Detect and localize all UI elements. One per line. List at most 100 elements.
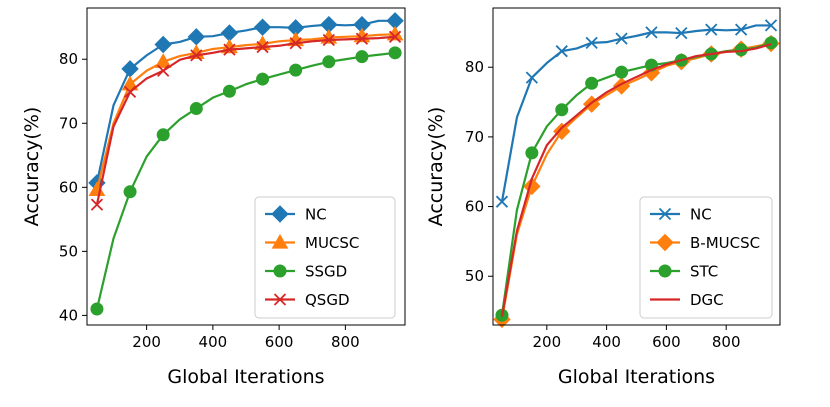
legend-marker	[273, 264, 287, 278]
y-axis-label: Accuracy(%)	[425, 107, 447, 227]
data-point-qsgd	[388, 30, 402, 43]
data-point-ssgd	[355, 50, 369, 64]
series-dgc	[500, 43, 772, 317]
x-axis-label: Global Iterations	[167, 366, 324, 388]
data-point-qsgd	[289, 37, 302, 50]
y-tick-label: 80	[59, 50, 78, 68]
data-point-nc	[187, 28, 206, 46]
x-tick-label: 800	[331, 333, 360, 351]
data-point-ssgd	[90, 302, 104, 316]
legend-label: MUCSC	[305, 234, 359, 252]
data-point-nc	[615, 32, 628, 45]
x-tick-label: 400	[199, 333, 228, 351]
legend-entry: QSGD	[265, 291, 350, 309]
data-point-qsgd	[190, 49, 203, 62]
x-axis-label: Global Iterations	[558, 366, 715, 388]
series-ssgd	[90, 46, 402, 316]
data-point-nc	[645, 26, 658, 39]
legend: NC B-MUCSC STC DGC	[639, 196, 773, 319]
legend-label: QSGD	[305, 291, 350, 309]
legend-marker	[273, 293, 287, 306]
data-point-ssgd	[289, 63, 303, 77]
data-point-qsgd	[157, 64, 170, 77]
y-tick-label: 50	[465, 267, 484, 285]
data-point-nc	[555, 45, 568, 58]
data-point-qsgd	[355, 32, 369, 45]
x-tick-label: 600	[652, 333, 681, 351]
legend-entry: STC	[650, 263, 718, 281]
legend-box	[254, 196, 396, 319]
x-tick-label: 600	[265, 333, 294, 351]
data-point-ssgd	[156, 128, 170, 142]
data-point-nc	[525, 71, 539, 84]
data-point-mucsc	[154, 53, 172, 68]
y-tick-label: 70	[59, 114, 78, 132]
legend-label: B-MUCSC	[690, 234, 760, 252]
series-qsgd	[90, 30, 402, 211]
series-line-mucsc	[95, 33, 396, 191]
legend-marker	[656, 233, 674, 252]
legend-entry: SSGD	[265, 263, 347, 281]
legend-entry: B-MUCSC	[650, 233, 760, 252]
x-tick-label: 200	[532, 333, 561, 351]
data-point-nc	[253, 18, 272, 36]
data-point-ssgd	[388, 46, 402, 60]
data-point-nc	[585, 36, 598, 49]
data-point-ssgd	[256, 72, 270, 86]
data-point-nc	[675, 26, 688, 40]
series-mucsc	[88, 25, 404, 196]
legend-label: SSGD	[305, 263, 347, 281]
data-point-ssgd	[189, 102, 203, 116]
y-tick-label: 70	[465, 128, 484, 146]
data-point-nc	[764, 19, 778, 32]
y-tick-label: 60	[465, 198, 484, 216]
series-nc	[495, 19, 778, 208]
y-tick-label: 60	[59, 178, 78, 196]
data-point-stc	[764, 36, 778, 50]
legend-marker	[271, 205, 289, 223]
legend-marker	[271, 233, 289, 249]
series-line-ssgd	[95, 51, 396, 310]
legend-entry: DGC	[650, 291, 724, 309]
data-point-qsgd	[123, 85, 137, 99]
legend-box	[639, 196, 773, 319]
series-line-dgc	[500, 43, 772, 317]
legend-marker	[658, 264, 672, 278]
data-point-ssgd	[123, 185, 137, 199]
legend-entry: MUCSC	[265, 233, 359, 252]
legend-entry: NC	[650, 206, 712, 224]
legend: NC MUCSC SSGD QSGD	[254, 196, 396, 319]
data-point-qsgd	[256, 40, 269, 54]
y-tick-label: 50	[59, 242, 78, 260]
left-chart: 200 400 600 800 40 50 60 70 80 Global Iterations A…	[21, 7, 406, 388]
legend-label: DGC	[690, 291, 724, 309]
series-line-nc	[95, 19, 396, 184]
data-point-qsgd	[322, 33, 335, 47]
legend-marker	[658, 207, 672, 221]
data-point-nc	[705, 23, 718, 36]
data-point-nc	[154, 35, 172, 54]
data-point-stc	[555, 103, 569, 117]
data-point-qsgd	[90, 198, 104, 211]
data-point-nc	[495, 195, 509, 208]
data-point-stc	[615, 65, 629, 79]
data-point-b-mucsc	[553, 122, 571, 141]
data-point-qsgd	[223, 43, 236, 56]
series-nc	[88, 12, 404, 192]
data-point-ssgd	[322, 55, 336, 69]
x-tick-label: 200	[132, 333, 161, 351]
y-tick-label: 40	[59, 306, 78, 324]
right-chart: 200 400 600 800 50 60 70 80 Global Iterations Acc…	[425, 7, 781, 388]
plot-frame	[86, 7, 406, 326]
legend-label: NC	[690, 206, 712, 224]
data-point-nc	[734, 23, 748, 36]
y-axis-label: Accuracy(%)	[21, 107, 43, 227]
data-point-stc	[585, 76, 599, 90]
legend-label: STC	[690, 263, 718, 281]
plot-frame	[492, 7, 781, 326]
data-point-ssgd	[222, 84, 236, 98]
data-point-mucsc	[121, 75, 139, 91]
series-line-nc	[500, 24, 772, 202]
x-tick-label: 400	[592, 333, 621, 351]
